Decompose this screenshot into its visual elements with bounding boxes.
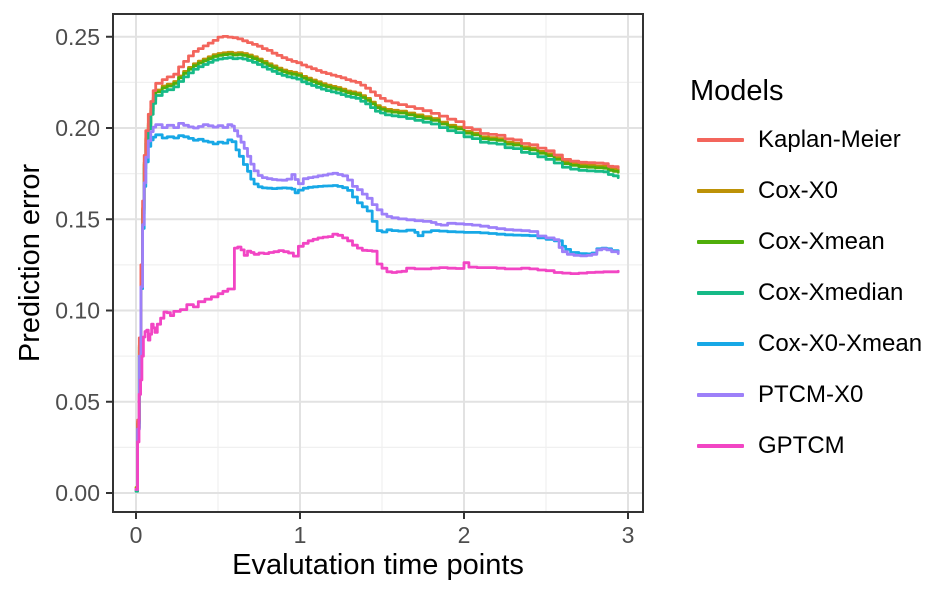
legend-key-line [697, 341, 744, 346]
legend-label: GPTCM [758, 431, 845, 459]
legend-items: Kaplan-Meier Cox-X0 Cox-Xmean Cox-Xmedian Co… [690, 114, 940, 471]
legend-label: Cox-Xmedian [758, 278, 904, 306]
legend-item-kaplan-meier: Kaplan-Meier [690, 114, 940, 165]
series-line-cox-xmean [134, 52, 620, 491]
legend-label: Cox-X0-Xmean [758, 329, 923, 357]
tick-labels: 0 1 2 3 0.00 0.05 0.10 0.15 0.20 0.25 [55, 24, 634, 548]
series-line-cox-x0-xmean [134, 133, 620, 491]
legend-item-cox-xmedian: Cox-Xmedian [690, 267, 940, 318]
series-line-ptcm-x0 [134, 122, 620, 491]
axis-ticks [106, 35, 629, 519]
legend-title: Models [690, 75, 784, 107]
series-lines [134, 35, 620, 493]
legend-item-cox-x0: Cox-X0 [690, 165, 940, 216]
y-tick-label: 0.15 [55, 206, 100, 232]
legend-key-line [697, 239, 744, 244]
legend-key-line [697, 137, 744, 142]
y-tick-label: 0.25 [55, 24, 100, 50]
y-tick-label: 0.10 [55, 298, 100, 324]
series-line-gptcm [134, 232, 620, 491]
legend-item-gptcm: GPTCM [690, 420, 940, 471]
legend-item-cox-xmean: Cox-Xmean [690, 216, 940, 267]
y-tick-label: 0.20 [55, 115, 100, 141]
legend-label: PTCM-X0 [758, 380, 864, 408]
x-tick-label: 3 [622, 522, 635, 548]
legend-item-ptcm-x0: PTCM-X0 [690, 369, 940, 420]
legend-key-line [697, 188, 744, 193]
legend-key-line [697, 443, 744, 448]
legend: Models Kaplan-Meier Cox-X0 Cox-Xmean Cox-Xm… [690, 74, 922, 459]
series-line-kaplan-meier [134, 35, 620, 491]
series-line-cox-xmedian [134, 56, 620, 493]
y-axis-title: Prediction error [14, 163, 46, 363]
panel-border [112, 13, 644, 513]
legend-key-line [697, 290, 744, 295]
x-tick-label: 2 [458, 522, 471, 548]
x-axis-title: Evalutation time points [232, 549, 524, 581]
legend-key-line [697, 392, 744, 397]
legend-label: Cox-X0 [758, 176, 839, 204]
x-tick-label: 1 [294, 522, 307, 548]
y-tick-label: 0.05 [55, 389, 100, 415]
legend-item-cox-x0-xmean: Cox-X0-Xmean [690, 318, 940, 369]
x-tick-label: 0 [130, 522, 143, 548]
legend-label: Kaplan-Meier [758, 125, 901, 153]
legend-label: Cox-Xmean [758, 227, 885, 255]
y-tick-label: 0.00 [55, 480, 100, 506]
